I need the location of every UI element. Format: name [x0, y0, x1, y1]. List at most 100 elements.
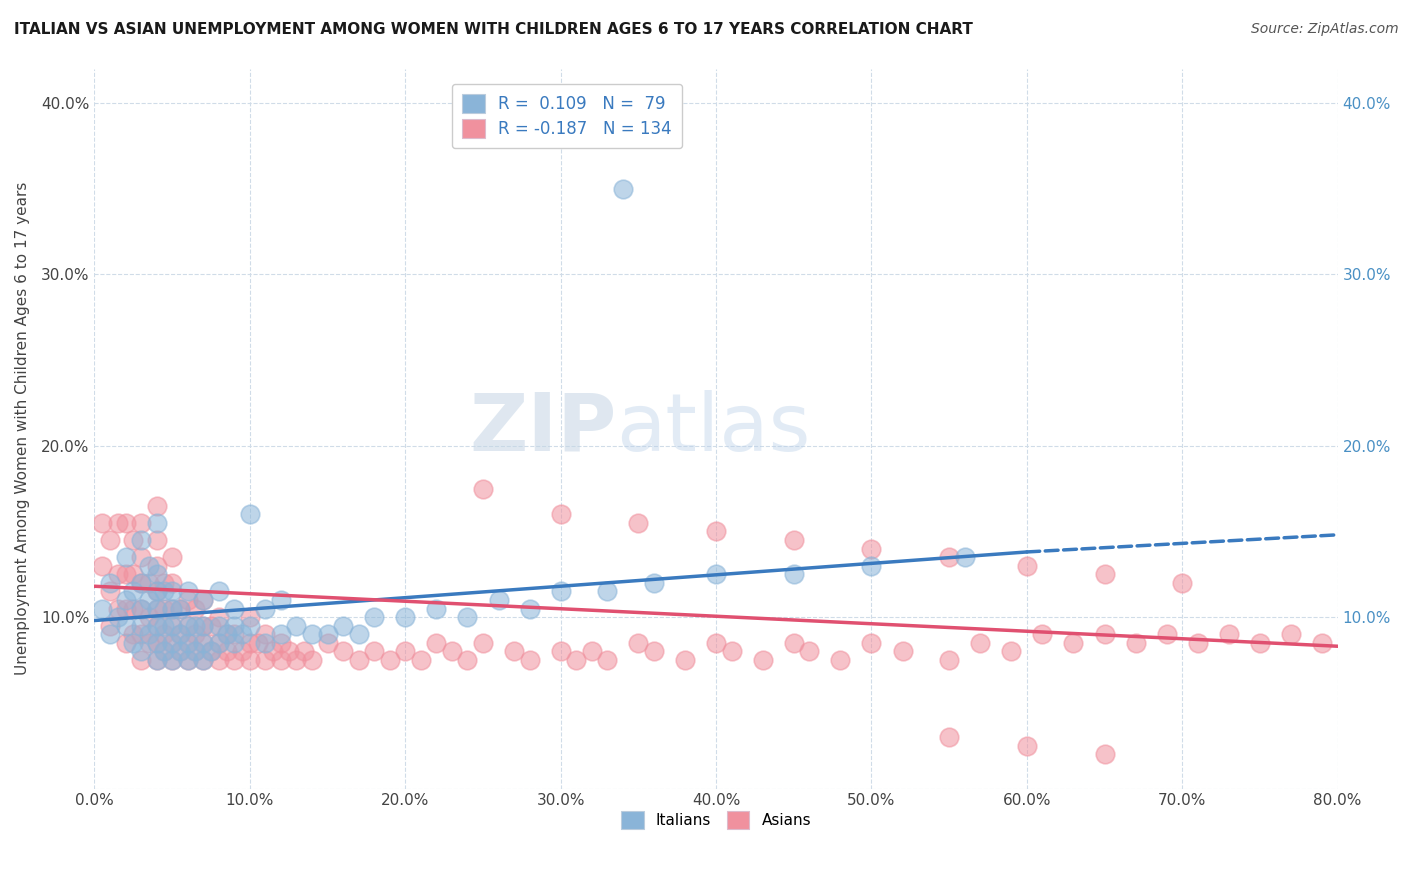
Point [472, 482, 495, 496]
Point [193, 636, 215, 650]
Point [277, 644, 299, 658]
Point [425, 636, 447, 650]
Point [208, 636, 231, 650]
Point [145, 601, 167, 615]
Point [193, 653, 215, 667]
Point [394, 644, 416, 658]
Point [129, 601, 152, 615]
Point [129, 601, 152, 615]
Point [208, 584, 231, 599]
Point [799, 644, 821, 658]
Y-axis label: Unemployment Among Women with Children Ages 6 to 17 years: Unemployment Among Women with Children A… [15, 182, 30, 675]
Point [122, 584, 145, 599]
Point [145, 567, 167, 582]
Point [107, 610, 129, 624]
Point [177, 593, 200, 607]
Point [160, 575, 183, 590]
Point [860, 558, 883, 573]
Legend: Italians, Asians: Italians, Asians [614, 805, 817, 835]
Point [145, 653, 167, 667]
Point [1187, 636, 1209, 650]
Point [254, 653, 277, 667]
Point [200, 618, 222, 632]
Point [107, 567, 129, 582]
Point [270, 653, 292, 667]
Point [270, 627, 292, 641]
Point [704, 636, 727, 650]
Point [860, 541, 883, 556]
Point [160, 601, 183, 615]
Point [208, 618, 231, 632]
Point [550, 644, 572, 658]
Point [332, 644, 354, 658]
Point [938, 550, 960, 565]
Point [153, 575, 176, 590]
Point [129, 575, 152, 590]
Point [643, 575, 665, 590]
Point [1094, 747, 1116, 762]
Point [160, 550, 183, 565]
Point [262, 644, 284, 658]
Point [169, 627, 191, 641]
Point [153, 601, 176, 615]
Point [114, 618, 136, 632]
Point [627, 516, 650, 530]
Point [1218, 627, 1240, 641]
Point [472, 636, 495, 650]
Point [177, 636, 200, 650]
Point [231, 644, 253, 658]
Point [114, 636, 136, 650]
Point [129, 644, 152, 658]
Point [129, 575, 152, 590]
Point [783, 636, 806, 650]
Point [673, 653, 696, 667]
Point [239, 610, 262, 624]
Point [184, 618, 207, 632]
Point [215, 627, 238, 641]
Point [254, 627, 277, 641]
Point [98, 533, 121, 547]
Point [107, 516, 129, 530]
Point [193, 653, 215, 667]
Point [177, 584, 200, 599]
Point [153, 644, 176, 658]
Point [1094, 567, 1116, 582]
Point [1000, 644, 1022, 658]
Point [193, 636, 215, 650]
Point [114, 593, 136, 607]
Point [409, 653, 432, 667]
Point [193, 593, 215, 607]
Point [456, 653, 478, 667]
Point [169, 627, 191, 641]
Point [91, 516, 114, 530]
Point [114, 550, 136, 565]
Point [224, 601, 246, 615]
Point [1015, 739, 1038, 753]
Point [138, 636, 160, 650]
Point [153, 627, 176, 641]
Point [129, 627, 152, 641]
Point [565, 653, 588, 667]
Point [200, 644, 222, 658]
Point [184, 627, 207, 641]
Point [285, 618, 308, 632]
Point [224, 627, 246, 641]
Point [488, 593, 510, 607]
Point [332, 618, 354, 632]
Point [138, 593, 160, 607]
Point [122, 601, 145, 615]
Point [239, 653, 262, 667]
Point [316, 627, 339, 641]
Point [704, 567, 727, 582]
Point [169, 644, 191, 658]
Point [177, 636, 200, 650]
Point [596, 653, 619, 667]
Point [193, 618, 215, 632]
Point [153, 584, 176, 599]
Point [98, 584, 121, 599]
Point [177, 653, 200, 667]
Point [378, 653, 401, 667]
Point [860, 636, 883, 650]
Point [160, 618, 183, 632]
Text: ZIP: ZIP [470, 390, 617, 467]
